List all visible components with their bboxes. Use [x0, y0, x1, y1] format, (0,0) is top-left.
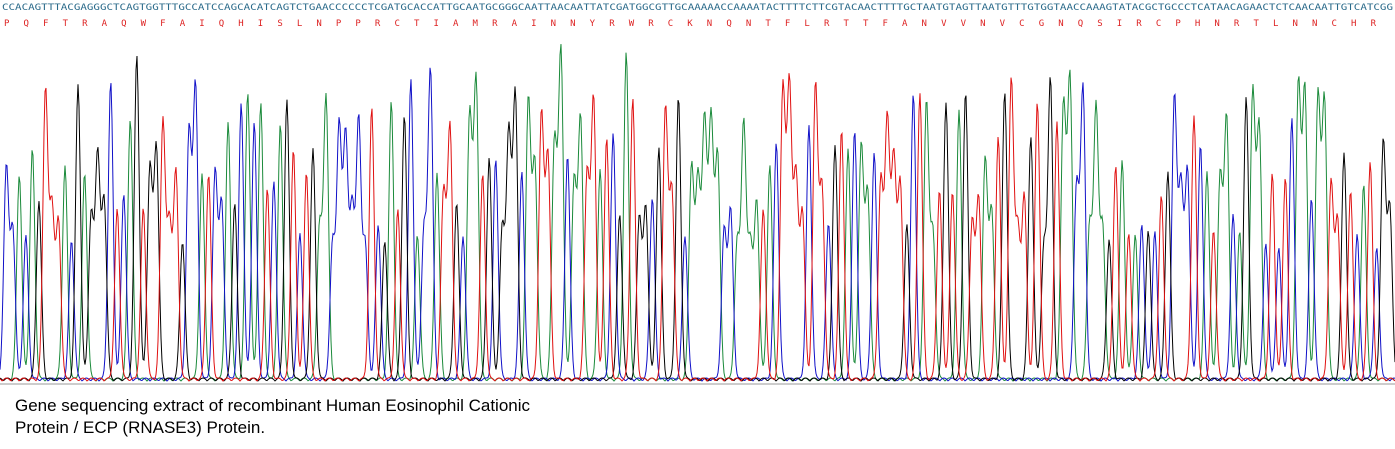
- base-sequence: CCACAGTTTACGAGGGCTCAGTGGTTTGCCATCCAGCACA…: [2, 3, 1393, 13]
- amino-acid-translation: P Q F T R A Q W F A I Q H I S L N P P R …: [4, 19, 1377, 29]
- caption-line: Gene sequencing extract of recombinant H…: [15, 396, 531, 415]
- trace-c: [0, 67, 1395, 382]
- trace-g: [0, 55, 1395, 382]
- trace-a: [0, 44, 1395, 382]
- traces: [0, 44, 1395, 382]
- trace-panel: CCACAGTTTACGAGGGCTCAGTGGTTTGCCATCCAGCACA…: [0, 3, 1395, 385]
- trace-t: [0, 73, 1395, 382]
- caption-line: Protein / ECP (RNASE3) Protein.: [15, 418, 266, 437]
